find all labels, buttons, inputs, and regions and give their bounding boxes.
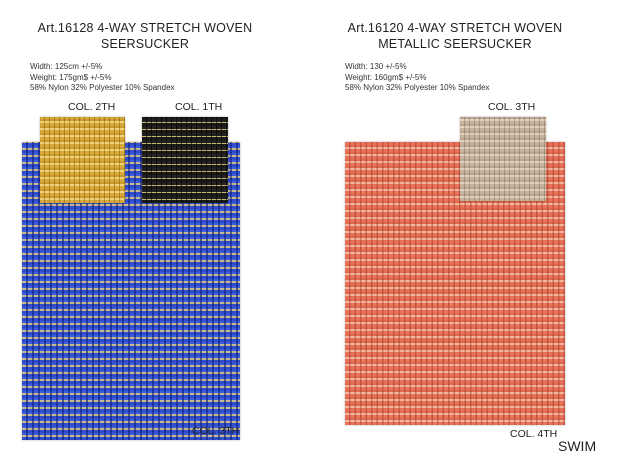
yellow-swatch-label: COL. 2TH — [68, 101, 116, 113]
yellow-fabric-swatch — [40, 117, 125, 203]
right-weight: Weight: 160gm$ +/-5% — [345, 72, 427, 82]
right-composition: 58% Nylon 32% Polyester 10% Spandex — [345, 83, 490, 92]
left-title-line1: Art.16128 4-WAY STRETCH WOVEN — [37, 21, 253, 35]
category-label: SWIM — [558, 438, 597, 454]
left-width: Width: 125cm +/-5% — [30, 62, 103, 71]
left-title: Art.16128 4-WAY STRETCH WOVEN SEERSUCKER — [20, 20, 270, 52]
beige-fabric-swatch — [460, 117, 546, 201]
blue-swatch-label: COL. 3TH — [192, 425, 240, 437]
right-title-line2: METALLIC SEERSUCKER — [378, 37, 532, 51]
right-title: Art.16120 4-WAY STRETCH WOVEN METALLIC S… — [330, 20, 580, 52]
black-fabric-swatch — [142, 117, 228, 203]
left-weight: Weight: 175gm$ +/-5% — [30, 72, 112, 82]
orange-swatch-label: COL. 4TH — [510, 428, 558, 440]
left-title-line2: SEERSUCKER — [100, 37, 190, 51]
right-title-line1: Art.16120 4-WAY STRETCH WOVEN — [347, 21, 563, 35]
left-specs: Width: 125cm +/-5% Weight: 175gm$ +/-5% … — [30, 62, 175, 94]
left-composition: 58% Nylon 32% Polyester 10% Spandex — [30, 83, 175, 92]
right-width: Width: 130 +/-5% — [345, 62, 407, 71]
beige-swatch-label: COL. 3TH — [488, 101, 536, 113]
right-specs: Width: 130 +/-5% Weight: 160gm$ +/-5% 58… — [345, 62, 490, 94]
black-swatch-label: COL. 1TH — [175, 101, 223, 113]
